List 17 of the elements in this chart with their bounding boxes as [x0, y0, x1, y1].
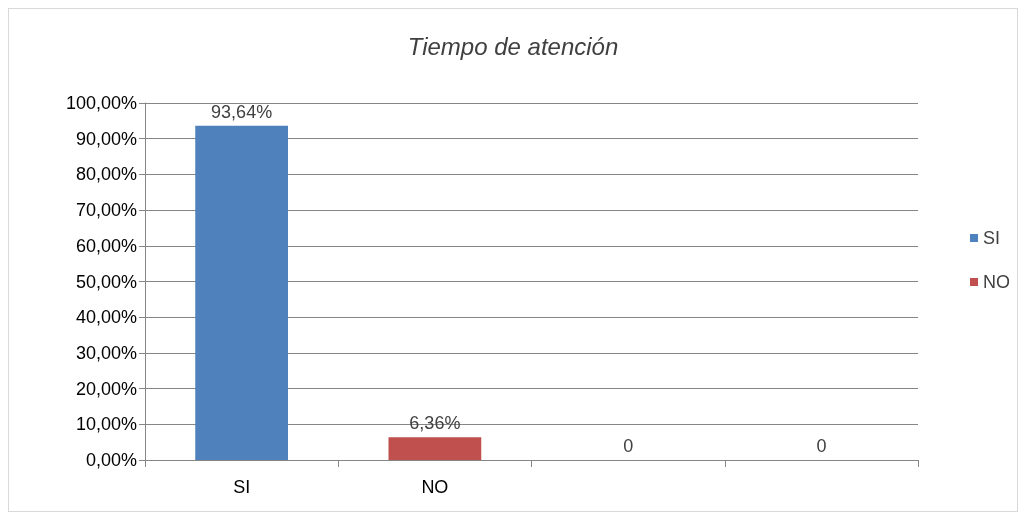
y-tick-label: 100,00%: [65, 93, 137, 113]
y-tick-label: 90,00%: [75, 128, 137, 149]
y-tick-label: 30,00%: [75, 342, 137, 363]
chart-title: Tiempo de atención: [407, 32, 619, 60]
data-label: 0: [623, 436, 634, 456]
legend-label: NO: [983, 272, 1010, 292]
y-tick-label: 50,00%: [75, 271, 137, 292]
y-tick-label: 80,00%: [75, 164, 137, 185]
y-tick-label: 20,00%: [75, 378, 137, 399]
y-tick-label: 40,00%: [75, 307, 137, 328]
data-label: 93,64%: [211, 101, 273, 122]
y-tick-label: 0,00%: [85, 450, 137, 470]
data-label: 0: [816, 436, 827, 456]
legend-label: SI: [983, 228, 1001, 248]
y-tick-label: 10,00%: [75, 414, 137, 435]
y-tick-label: 60,00%: [75, 235, 137, 256]
y-tick-label: 70,00%: [75, 200, 137, 221]
